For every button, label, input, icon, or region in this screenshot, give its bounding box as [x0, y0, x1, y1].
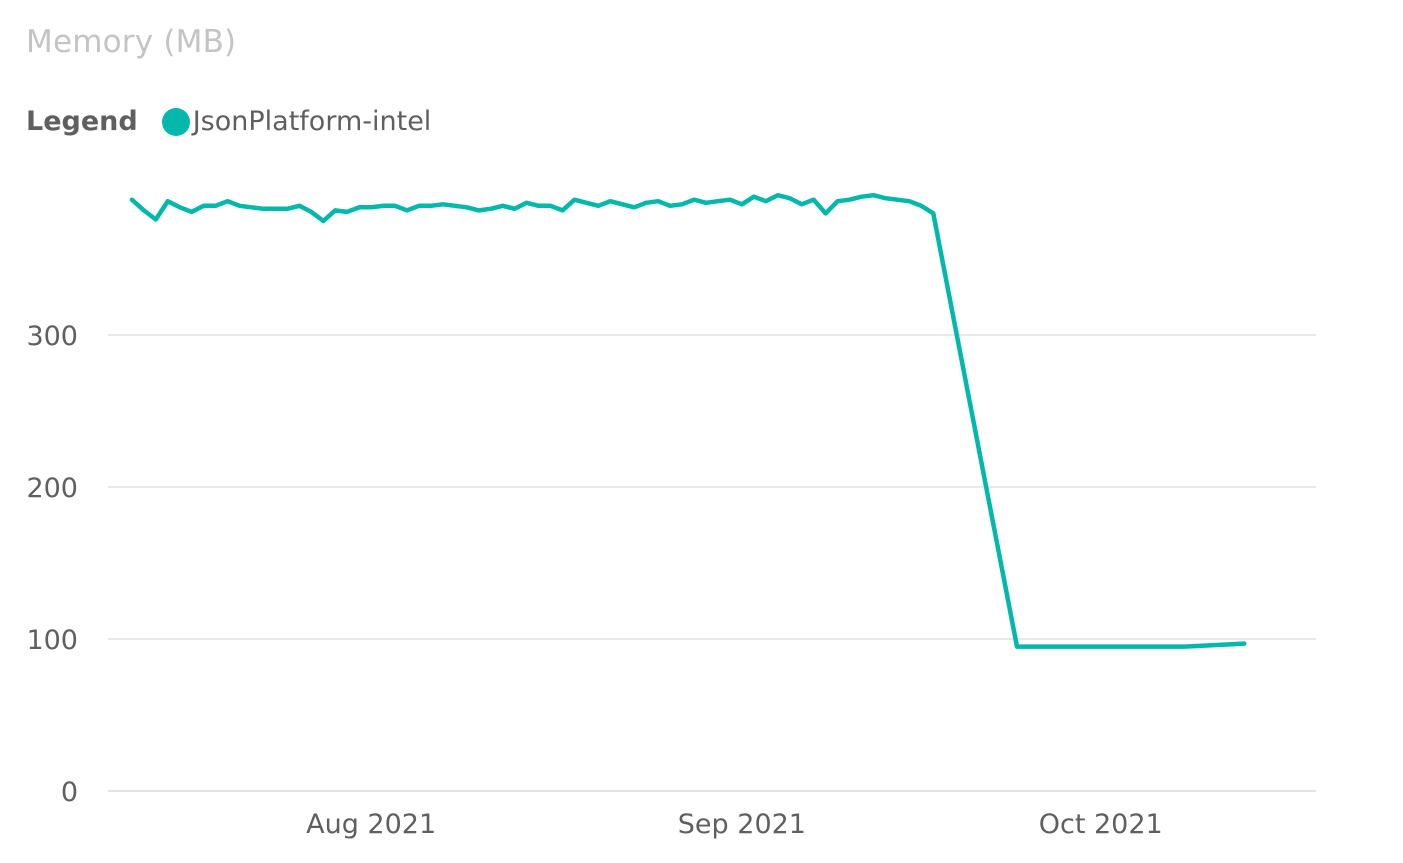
y-tick-label: 200	[26, 473, 78, 504]
y-tick-label: 100	[26, 625, 78, 656]
y-tick-label: 300	[26, 321, 78, 352]
series-line-0[interactable]	[129, 192, 1247, 649]
x-tick-label: Aug 2021	[306, 809, 436, 840]
y-tick-label: 0	[61, 777, 78, 808]
chart-title: Memory (MB)	[26, 24, 237, 60]
legend-item-jsonplatform-intel[interactable]: JsonPlatform-intel	[161, 106, 432, 137]
legend-swatch-dot	[161, 107, 190, 136]
legend-item-label: JsonPlatform-intel	[192, 106, 432, 137]
legend-heading: Legend	[26, 106, 138, 137]
x-tick-label: Sep 2021	[678, 809, 806, 840]
x-tick-label: Oct 2021	[1039, 809, 1163, 840]
legend: Legend JsonPlatform-intel	[26, 106, 431, 137]
